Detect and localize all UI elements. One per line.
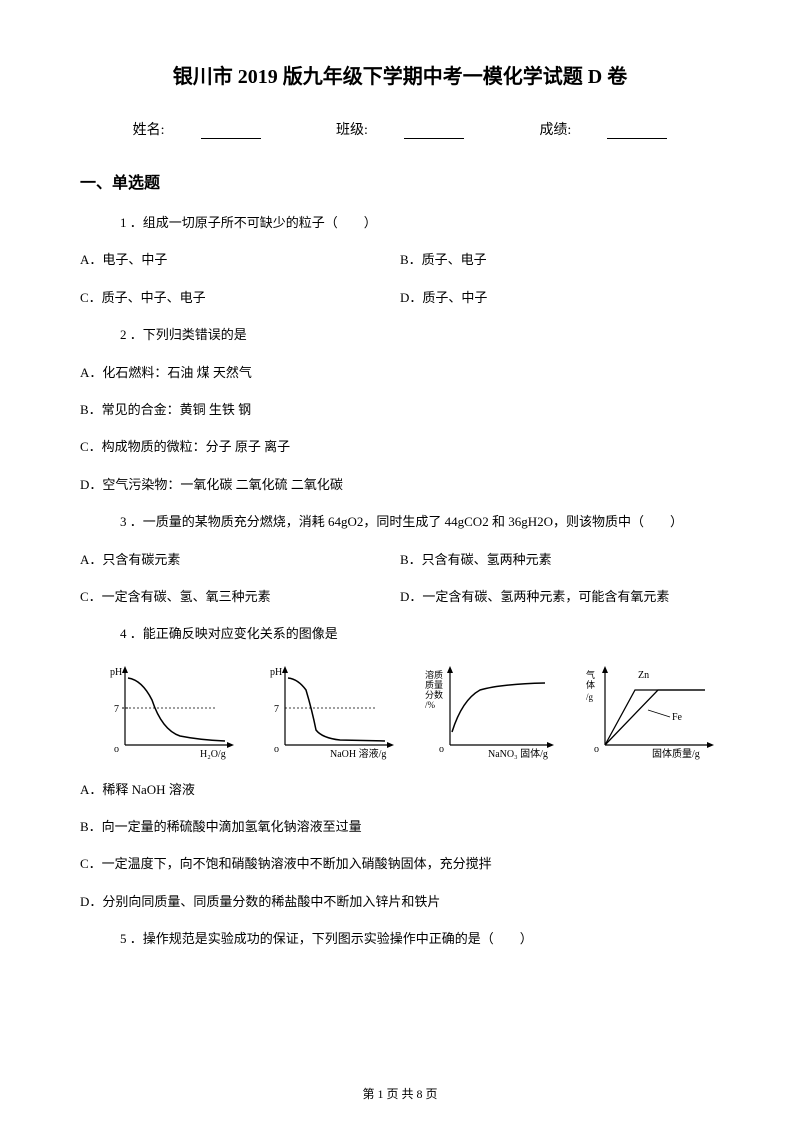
chart3-origin: o: [439, 744, 444, 755]
footer-prefix: 第: [362, 1087, 377, 1101]
q4-opt-b: B．向一定量的稀硫酸中滴加氢氧化钠溶液至过量: [80, 815, 720, 838]
q3-opt-c: C．一定含有碳、氢、氧三种元素: [80, 585, 400, 608]
page-footer: 第 1 页 共 8 页: [0, 1085, 800, 1102]
chart-4-zn-fe: 气 体 /g o Zn Fe 固体质量/g: [580, 660, 720, 760]
chart-1-ph-h2o: pH 7 o H₂O/g: [100, 660, 240, 760]
q1-options-row2: C．质子、中子、电子 D．质子、中子: [80, 286, 720, 309]
chart4-label-zn: Zn: [638, 670, 649, 681]
chart1-xlabel: H₂O/g: [200, 749, 226, 760]
chart3-xlabel: NaNO₃ 固体/g: [488, 748, 548, 760]
q1-options-row1: A．电子、中子 B．质子、电子: [80, 248, 720, 271]
q3-opt-d: D．一定含有碳、氢两种元素，可能含有氧元素: [400, 585, 720, 608]
q4-text: 4 ．能正确反映对应变化关系的图像是: [120, 622, 720, 645]
chart2-ylabel: pH: [270, 667, 282, 678]
name-blank[interactable]: [201, 125, 261, 139]
chart1-ylabel: pH: [110, 667, 122, 678]
q4-charts-row: pH 7 o H₂O/g pH 7 o NaOH 溶液/g 溶质 质量 分数 /…: [100, 660, 720, 760]
chart-3-nano3: 溶质 质量 分数 /% o NaNO₃ 固体/g: [420, 660, 560, 760]
q4-opt-a: A．稀释 NaOH 溶液: [80, 778, 720, 801]
q4-opt-c: C．一定温度下，向不饱和硝酸钠溶液中不断加入硝酸钠固体，充分搅拌: [80, 852, 720, 875]
chart4-ylabel-2: 体: [586, 679, 595, 690]
q1-opt-a: A．电子、中子: [80, 248, 400, 271]
chart2-origin: o: [274, 744, 279, 755]
footer-mid: 页 共: [383, 1087, 416, 1101]
q5-text: 5 ．操作规范是实验成功的保证，下列图示实验操作中正确的是（ ）: [120, 927, 720, 950]
q2-opt-d: D．空气污染物：一氧化碳 二氧化硫 二氧化碳: [80, 473, 720, 496]
chart4-label-fe: Fe: [672, 712, 683, 723]
q2-text: 2 ．下列归类错误的是: [120, 323, 720, 346]
chart3-ylabel-3: 分数: [425, 689, 443, 700]
class-label: 班级:: [336, 123, 368, 138]
q1-text: 1 ．组成一切原子所不可缺少的粒子（ ）: [120, 211, 720, 234]
q3-options-row2: C．一定含有碳、氢、氧三种元素 D．一定含有碳、氢两种元素，可能含有氧元素: [80, 585, 720, 608]
chart4-xlabel: 固体质量/g: [652, 748, 700, 760]
score-blank[interactable]: [607, 125, 667, 139]
q3-opt-a: A．只含有碳元素: [80, 548, 400, 571]
q4-opt-d: D．分别向同质量、同质量分数的稀盐酸中不断加入锌片和铁片: [80, 890, 720, 913]
chart-2-ph-naoh: pH 7 o NaOH 溶液/g: [260, 660, 400, 760]
footer-suffix: 页: [423, 1087, 438, 1101]
chart2-xlabel: NaOH 溶液/g: [330, 747, 386, 760]
q3-text: 3 ．一质量的某物质充分燃烧，消耗 64gO2，同时生成了 44gCO2 和 3…: [120, 510, 720, 533]
section-header: 一、单选题: [80, 169, 720, 193]
chart4-origin: o: [594, 744, 599, 755]
chart3-ylabel-2: 质量: [425, 679, 443, 690]
chart4-ylabel-1: 气: [586, 669, 595, 680]
q1-opt-b: B．质子、电子: [400, 248, 720, 271]
q1-opt-c: C．质子、中子、电子: [80, 286, 400, 309]
chart3-ylabel-1: 溶质: [425, 669, 443, 680]
class-blank[interactable]: [404, 125, 464, 139]
q2-opt-c: C．构成物质的微粒：分子 原子 离子: [80, 435, 720, 458]
score-label: 成绩:: [539, 123, 571, 138]
chart4-ylabel-3: /g: [586, 692, 594, 702]
q3-options-row1: A．只含有碳元素 B．只含有碳、氢两种元素: [80, 548, 720, 571]
page-title: 银川市 2019 版九年级下学期中考一模化学试题 D 卷: [80, 60, 720, 89]
q2-opt-b: B．常见的合金：黄铜 生铁 钢: [80, 398, 720, 421]
chart2-ytick: 7: [274, 704, 279, 715]
q2-opt-a: A．化石燃料：石油 煤 天然气: [80, 361, 720, 384]
chart3-ylabel-4: /%: [425, 700, 436, 710]
student-info-line: 姓名: 班级: 成绩:: [80, 119, 720, 139]
q1-opt-d: D．质子、中子: [400, 286, 720, 309]
name-label: 姓名:: [133, 123, 165, 138]
q3-opt-b: B．只含有碳、氢两种元素: [400, 548, 720, 571]
chart1-ytick: 7: [114, 704, 119, 715]
chart1-origin: o: [114, 744, 119, 755]
